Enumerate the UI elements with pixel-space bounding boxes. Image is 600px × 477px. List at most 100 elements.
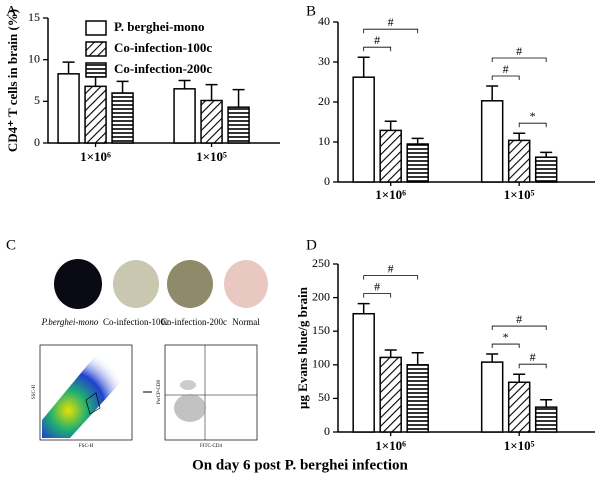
significance-bracket: [491, 57, 547, 62]
significance-label: *: [530, 109, 536, 123]
significance-label: #: [374, 33, 380, 47]
bar: [379, 129, 402, 183]
significance-bracket: [518, 122, 547, 128]
flow-axis: SSC-H: [32, 385, 37, 400]
dots: [174, 394, 206, 422]
error-bar: [513, 132, 526, 141]
legend-swatch: [85, 41, 107, 57]
error-bar: [486, 353, 499, 363]
caption: On day 6 post P. berghei infection: [192, 457, 408, 473]
bar: [406, 364, 429, 433]
significance-bracket: [363, 46, 392, 52]
brain-label: Co-infection-100c: [103, 317, 169, 327]
significance-label: #: [530, 350, 536, 364]
significance-bracket: [491, 75, 520, 80]
x-tick-label: 1×10⁵: [196, 149, 227, 164]
significance-label: #: [516, 312, 522, 326]
significance-bracket: [363, 275, 419, 280]
bar: [200, 99, 223, 144]
x-tick-label: 1×10⁶: [375, 438, 406, 453]
bar: [534, 156, 558, 183]
bar: [507, 381, 531, 433]
flow-axis: FITC-CD4: [200, 444, 222, 449]
significance-label: #: [516, 44, 522, 58]
significance-label: #: [388, 15, 394, 29]
x-tick-label: 1×10⁶: [80, 149, 111, 164]
error-bar: [384, 120, 397, 131]
panel-label: B: [306, 3, 316, 19]
x-tick-label: 1×10⁵: [504, 438, 535, 453]
y-tick-label: 100: [312, 357, 330, 371]
y-tick-label: 0: [324, 174, 330, 188]
y-tick-label: 5: [34, 93, 40, 107]
bar: [227, 106, 250, 144]
panel-label: A: [6, 3, 17, 19]
brain-label: P.berghei-mono: [41, 317, 99, 327]
flow-axis: FSC-H: [79, 444, 94, 449]
y-tick-label: 20: [318, 94, 330, 108]
dots: [180, 380, 196, 390]
flow-plot: [164, 344, 258, 441]
significance-bracket: [363, 28, 419, 34]
bar: [352, 312, 375, 433]
legend-label: P. berghei-mono: [114, 19, 205, 34]
error-bar: [116, 80, 129, 93]
error-bar: [232, 88, 245, 108]
error-bar: [486, 85, 499, 101]
error-bar: [540, 151, 553, 158]
y-axis-label: CD4⁺ T cells in brain (%): [5, 9, 20, 152]
y-axis-label: μg Evans blue/g brain: [295, 286, 310, 409]
flow-plots: [39, 344, 258, 441]
error-bar: [62, 61, 75, 74]
significance-label: *: [503, 330, 509, 344]
brain: [54, 259, 102, 309]
significance-label: #: [374, 279, 380, 293]
y-tick-label: 15: [28, 10, 40, 24]
error-bar: [540, 398, 553, 408]
bar: [173, 88, 196, 144]
error-bar: [411, 351, 424, 365]
y-tick-label: 200: [312, 289, 330, 303]
brain-images: [54, 259, 268, 309]
brain: [113, 260, 159, 308]
significance-bracket: [363, 293, 392, 298]
y-tick-label: 150: [312, 323, 330, 337]
panel-label: C: [6, 237, 16, 253]
bar: [480, 100, 504, 183]
bar: [352, 76, 375, 183]
legend-swatch: [85, 20, 107, 36]
gate: [85, 392, 101, 415]
y-tick-label: 30: [318, 54, 330, 68]
legend-label: Co-infection-100c: [114, 40, 212, 55]
bar: [111, 92, 134, 144]
y-tick-label: 40: [318, 14, 330, 28]
bar: [57, 73, 80, 144]
legend-label: Co-infection-200c: [114, 61, 212, 76]
error-bar: [384, 349, 397, 358]
y-tick-label: 0: [324, 424, 330, 438]
x-tick-label: 1×10⁶: [375, 187, 406, 202]
brain-label: Normal: [232, 317, 260, 327]
bar: [534, 406, 558, 433]
significance-bracket: [491, 343, 520, 349]
legend-swatch: [85, 62, 107, 78]
y-tick-label: 10: [28, 51, 40, 65]
error-bar: [513, 373, 526, 383]
bar: [507, 139, 531, 183]
brain: [224, 260, 268, 308]
bar: [480, 361, 504, 433]
bar: [379, 356, 402, 433]
y-tick-label: 10: [318, 134, 330, 148]
panel-label: D: [306, 237, 317, 253]
bar: [84, 85, 107, 144]
brain: [167, 260, 213, 308]
error-bar: [357, 56, 370, 78]
y-tick-label: 50: [318, 390, 330, 404]
flow-axis: PerCP-CD8: [157, 380, 162, 404]
flow-density: [42, 346, 130, 438]
significance-label: #: [503, 62, 509, 76]
error-bar: [411, 137, 424, 144]
significance-bracket: [491, 325, 547, 331]
